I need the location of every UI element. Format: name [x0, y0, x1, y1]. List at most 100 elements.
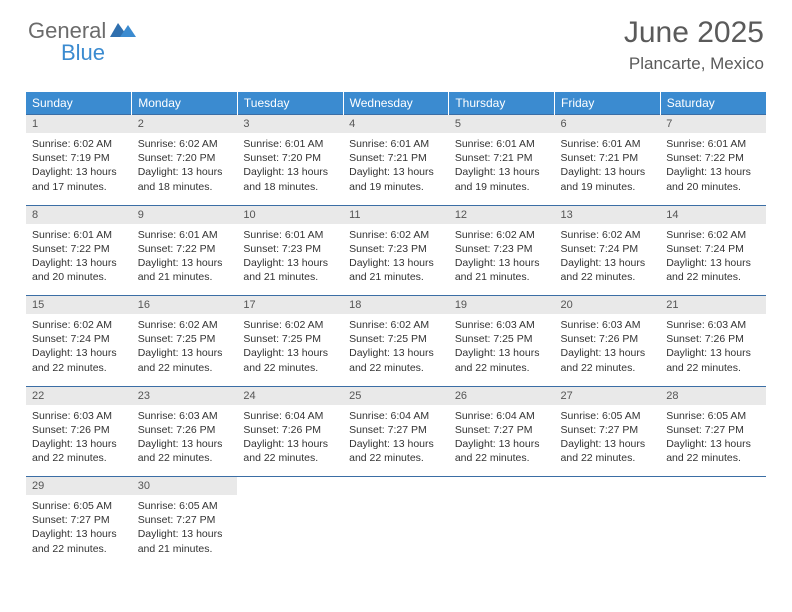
sunrise-line: Sunrise: 6:01 AM	[561, 137, 655, 151]
sunrise-line: Sunrise: 6:03 AM	[666, 318, 760, 332]
day-number-cell: 10	[237, 205, 343, 224]
sunset-line: Sunset: 7:21 PM	[349, 151, 443, 165]
sunset-line: Sunset: 7:27 PM	[349, 423, 443, 437]
day-cell	[449, 495, 555, 567]
weekday-header: Friday	[555, 92, 661, 115]
daynum-row: 15161718192021	[26, 296, 766, 315]
sunrise-line: Sunrise: 6:05 AM	[561, 409, 655, 423]
day-cell: Sunrise: 6:02 AMSunset: 7:23 PMDaylight:…	[449, 224, 555, 296]
sunset-line: Sunset: 7:25 PM	[138, 332, 232, 346]
day-cell: Sunrise: 6:05 AMSunset: 7:27 PMDaylight:…	[132, 495, 238, 567]
day-cell: Sunrise: 6:01 AMSunset: 7:21 PMDaylight:…	[449, 133, 555, 205]
sunrise-line: Sunrise: 6:02 AM	[349, 318, 443, 332]
sunrise-line: Sunrise: 6:01 AM	[666, 137, 760, 151]
daylight-line: Daylight: 13 hours and 21 minutes.	[455, 256, 549, 284]
sunset-line: Sunset: 7:22 PM	[666, 151, 760, 165]
sunrise-line: Sunrise: 6:04 AM	[349, 409, 443, 423]
daylight-line: Daylight: 13 hours and 18 minutes.	[138, 165, 232, 193]
sunset-line: Sunset: 7:22 PM	[138, 242, 232, 256]
weekday-header: Sunday	[26, 92, 132, 115]
sunset-line: Sunset: 7:19 PM	[32, 151, 126, 165]
day-number-cell: 1	[26, 115, 132, 134]
sunrise-line: Sunrise: 6:01 AM	[32, 228, 126, 242]
day-number-cell: 17	[237, 296, 343, 315]
daylight-line: Daylight: 13 hours and 22 minutes.	[666, 256, 760, 284]
day-cell	[237, 495, 343, 567]
sunset-line: Sunset: 7:21 PM	[455, 151, 549, 165]
day-number-cell	[237, 477, 343, 496]
sunrise-line: Sunrise: 6:02 AM	[32, 137, 126, 151]
day-cell: Sunrise: 6:02 AMSunset: 7:25 PMDaylight:…	[237, 314, 343, 386]
sunset-line: Sunset: 7:25 PM	[349, 332, 443, 346]
day-number-cell: 3	[237, 115, 343, 134]
day-number-cell: 27	[555, 386, 661, 405]
day-cell: Sunrise: 6:05 AMSunset: 7:27 PMDaylight:…	[555, 405, 661, 477]
day-number-cell: 9	[132, 205, 238, 224]
sunset-line: Sunset: 7:26 PM	[666, 332, 760, 346]
day-number-cell: 7	[660, 115, 766, 134]
sunrise-line: Sunrise: 6:01 AM	[243, 228, 337, 242]
day-number-cell: 12	[449, 205, 555, 224]
daylight-line: Daylight: 13 hours and 21 minutes.	[243, 256, 337, 284]
daylight-line: Daylight: 13 hours and 22 minutes.	[32, 346, 126, 374]
daylight-line: Daylight: 13 hours and 22 minutes.	[32, 527, 126, 555]
logo-triangle-icon	[110, 17, 136, 43]
day-number-cell: 26	[449, 386, 555, 405]
daylight-line: Daylight: 13 hours and 21 minutes.	[349, 256, 443, 284]
day-number-cell: 15	[26, 296, 132, 315]
sunrise-line: Sunrise: 6:03 AM	[32, 409, 126, 423]
brand-logo: General Blue	[28, 18, 136, 44]
day-content-row: Sunrise: 6:05 AMSunset: 7:27 PMDaylight:…	[26, 495, 766, 567]
day-number-cell: 2	[132, 115, 238, 134]
sunset-line: Sunset: 7:23 PM	[349, 242, 443, 256]
sunrise-line: Sunrise: 6:02 AM	[243, 318, 337, 332]
sunset-line: Sunset: 7:25 PM	[243, 332, 337, 346]
daynum-row: 891011121314	[26, 205, 766, 224]
day-cell: Sunrise: 6:01 AMSunset: 7:21 PMDaylight:…	[555, 133, 661, 205]
daylight-line: Daylight: 13 hours and 21 minutes.	[138, 527, 232, 555]
sunset-line: Sunset: 7:20 PM	[138, 151, 232, 165]
day-cell: Sunrise: 6:03 AMSunset: 7:26 PMDaylight:…	[26, 405, 132, 477]
day-cell: Sunrise: 6:02 AMSunset: 7:24 PMDaylight:…	[26, 314, 132, 386]
sunset-line: Sunset: 7:25 PM	[455, 332, 549, 346]
day-cell: Sunrise: 6:01 AMSunset: 7:22 PMDaylight:…	[26, 224, 132, 296]
sunset-line: Sunset: 7:22 PM	[32, 242, 126, 256]
sunset-line: Sunset: 7:27 PM	[138, 513, 232, 527]
daylight-line: Daylight: 13 hours and 19 minutes.	[349, 165, 443, 193]
sunrise-line: Sunrise: 6:01 AM	[349, 137, 443, 151]
daylight-line: Daylight: 13 hours and 22 minutes.	[349, 346, 443, 374]
sunset-line: Sunset: 7:27 PM	[561, 423, 655, 437]
weekday-header: Saturday	[660, 92, 766, 115]
page-title: June 2025	[624, 16, 764, 50]
day-number-cell: 25	[343, 386, 449, 405]
day-cell	[555, 495, 661, 567]
calendar-table: SundayMondayTuesdayWednesdayThursdayFrid…	[26, 92, 766, 567]
day-number-cell: 20	[555, 296, 661, 315]
day-number-cell: 4	[343, 115, 449, 134]
daylight-line: Daylight: 13 hours and 22 minutes.	[561, 346, 655, 374]
daylight-line: Daylight: 13 hours and 22 minutes.	[138, 346, 232, 374]
daylight-line: Daylight: 13 hours and 22 minutes.	[455, 346, 549, 374]
location-text: Plancarte, Mexico	[624, 54, 764, 74]
sunrise-line: Sunrise: 6:01 AM	[138, 228, 232, 242]
sunset-line: Sunset: 7:23 PM	[455, 242, 549, 256]
sunrise-line: Sunrise: 6:03 AM	[561, 318, 655, 332]
day-cell: Sunrise: 6:02 AMSunset: 7:25 PMDaylight:…	[343, 314, 449, 386]
day-cell: Sunrise: 6:03 AMSunset: 7:26 PMDaylight:…	[132, 405, 238, 477]
weekday-header: Tuesday	[237, 92, 343, 115]
day-cell: Sunrise: 6:04 AMSunset: 7:27 PMDaylight:…	[343, 405, 449, 477]
day-cell	[660, 495, 766, 567]
daylight-line: Daylight: 13 hours and 22 minutes.	[138, 437, 232, 465]
sunrise-line: Sunrise: 6:02 AM	[455, 228, 549, 242]
day-content-row: Sunrise: 6:02 AMSunset: 7:19 PM Daylight:…	[26, 133, 766, 205]
day-cell: Sunrise: 6:01 AMSunset: 7:22 PMDaylight:…	[132, 224, 238, 296]
sunset-line: Sunset: 7:26 PM	[243, 423, 337, 437]
sunrise-line: Sunrise: 6:02 AM	[666, 228, 760, 242]
day-content-row: Sunrise: 6:01 AMSunset: 7:22 PMDaylight:…	[26, 224, 766, 296]
sunrise-line: Sunrise: 6:04 AM	[243, 409, 337, 423]
day-cell: Sunrise: 6:05 AMSunset: 7:27 PMDaylight:…	[660, 405, 766, 477]
calendar-body: 1234567Sunrise: 6:02 AMSunset: 7:19 PMDa…	[26, 115, 766, 568]
sunset-line: Sunset: 7:26 PM	[138, 423, 232, 437]
sunset-line: Sunset: 7:26 PM	[561, 332, 655, 346]
title-block: June 2025 Plancarte, Mexico	[624, 16, 764, 74]
